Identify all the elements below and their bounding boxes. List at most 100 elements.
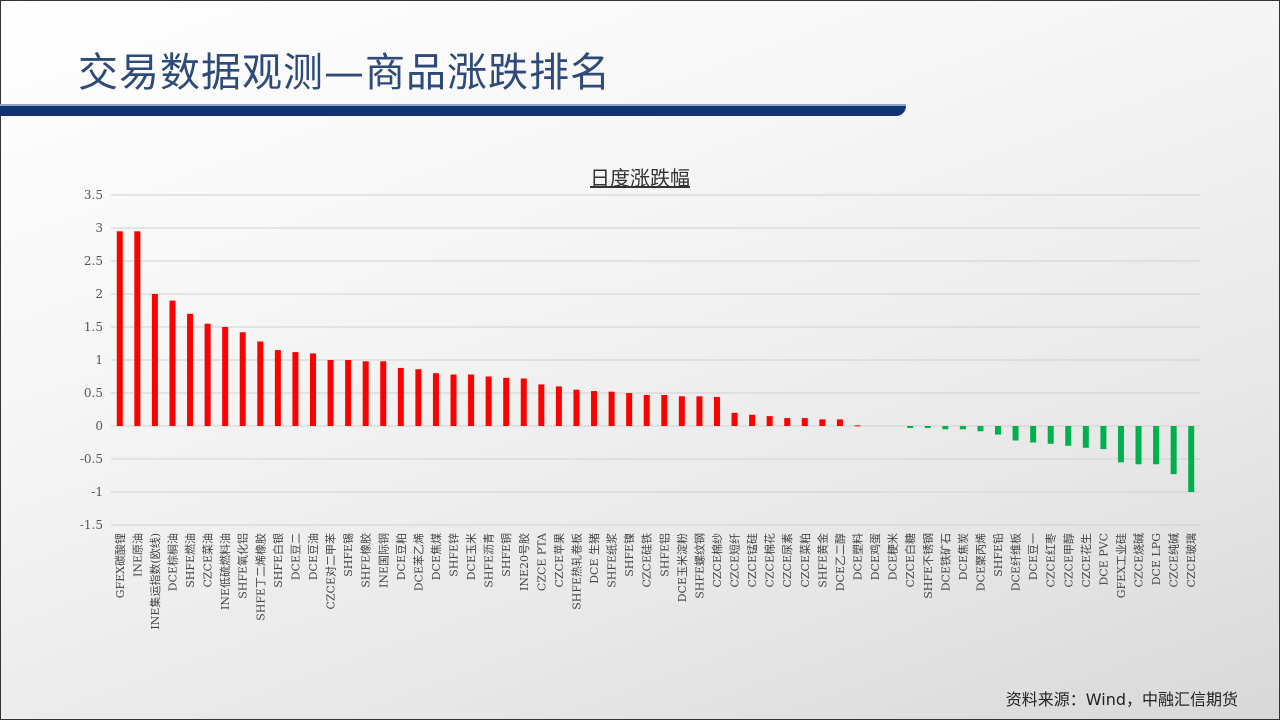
- bar: [749, 414, 756, 426]
- x-tick-label: SHFE螺纹钢: [692, 533, 706, 599]
- bar: [854, 425, 861, 427]
- header-divider: [0, 106, 906, 116]
- x-tick-label: CZCE纯碱: [1168, 533, 1181, 588]
- bar: [309, 353, 316, 426]
- x-tick-label: DCE豆粕: [394, 533, 408, 580]
- bar: [555, 386, 562, 426]
- y-tick-label: -1.5: [80, 518, 103, 532]
- bar: [415, 369, 422, 426]
- bar: [661, 394, 668, 426]
- x-tick-label: DCE乙二醇: [833, 533, 847, 591]
- x-tick-label: CZCE短纤: [728, 533, 742, 588]
- bar: [959, 426, 966, 430]
- x-tick-label: CZCE对二甲苯: [324, 533, 338, 610]
- x-tick-label: SHFE沥青: [483, 533, 496, 588]
- x-tick-label: CZCE棉花: [763, 533, 777, 588]
- x-tick-label: DCE塑料: [850, 533, 864, 580]
- page-title: 交易数据观测—商品涨跌排名: [78, 50, 611, 96]
- x-tick-label: GFEX碳酸锂: [113, 533, 127, 598]
- bar: [1082, 426, 1089, 448]
- x-tick-label: DCE LPG: [1150, 533, 1163, 585]
- bar: [924, 426, 931, 428]
- x-tick-label: CZCE红枣: [1045, 533, 1058, 588]
- y-tick-label: 3: [95, 221, 103, 235]
- x-tick-label: SHFE黄金: [815, 533, 829, 588]
- y-tick-label: 1.5: [84, 320, 103, 334]
- bar: [836, 419, 843, 426]
- x-tick-label: CZCE苹果: [552, 533, 566, 588]
- bar: [274, 350, 281, 426]
- x-tick-label: SHFE氧化铝: [236, 533, 250, 599]
- bar: [362, 361, 369, 426]
- x-tick-label: INE20号胶: [517, 533, 531, 591]
- x-tick-label: DCE玉米: [465, 533, 478, 580]
- x-tick-label: DCE 生猪: [587, 533, 601, 584]
- x-tick-label: DCE纤维板: [1009, 533, 1023, 591]
- bar: [573, 389, 580, 426]
- y-tick-label: 0: [95, 419, 103, 433]
- x-tick-label: SHFE丁二烯橡胶: [253, 533, 267, 621]
- x-tick-label: SHFE橡胶: [359, 533, 373, 588]
- x-tick-label: CZCE硅铁: [641, 533, 654, 588]
- bar: [977, 426, 984, 432]
- x-tick-label: CZCE白糖: [903, 533, 917, 588]
- x-tick-label: DCE焦煤: [430, 533, 443, 580]
- bar: [151, 294, 158, 426]
- x-tick-label: CZCE花生: [1079, 533, 1093, 588]
- bar: [380, 361, 387, 426]
- x-tick-label: SHFE锡: [341, 533, 355, 577]
- x-tick-label: CZCE玻璃: [1184, 533, 1198, 588]
- x-tick-label: INE国际铜: [376, 533, 390, 588]
- x-tick-label: CZCE尿素: [781, 533, 794, 588]
- x-tick-label: SHFE白银: [271, 533, 285, 588]
- x-tick-label: CZCE菜粕: [798, 533, 812, 588]
- x-tick-label: SHFE铅: [991, 533, 1005, 577]
- y-tick-label: 3.5: [84, 188, 103, 202]
- bar: [1100, 426, 1107, 450]
- x-tick-label: SHFE铝: [657, 533, 671, 577]
- x-tick-label: DCE豆二: [289, 533, 302, 580]
- bar: [713, 396, 720, 426]
- bar: [1153, 426, 1160, 465]
- y-tick-label: 2.5: [84, 254, 103, 268]
- bar: [187, 313, 194, 426]
- bar: [1135, 426, 1142, 465]
- x-tick-label: DCE聚丙烯: [974, 533, 987, 591]
- x-tick-label: DCE苯乙烯: [411, 533, 425, 591]
- bar: [520, 378, 527, 426]
- bar: [907, 426, 914, 428]
- bar: [731, 412, 738, 426]
- bar: [1188, 426, 1195, 492]
- bar: [1030, 426, 1037, 443]
- bar: [450, 374, 457, 426]
- bar: [1065, 426, 1072, 446]
- header-divider-highlight: [0, 104, 906, 106]
- x-tick-label: DCE豆一: [1027, 533, 1040, 580]
- x-tick-label: DCE鸡蛋: [868, 533, 882, 580]
- x-tick-label: DCE棕榈油: [165, 533, 179, 591]
- bar: [591, 391, 598, 426]
- bar: [1117, 426, 1124, 463]
- bar: [1170, 426, 1177, 475]
- bar: [397, 367, 404, 426]
- y-tick-label: 0.5: [84, 386, 103, 400]
- x-tick-label: SHFE燃油: [183, 533, 197, 588]
- x-tick-label: DCE玉米淀粉: [675, 533, 689, 602]
- bar: [134, 231, 141, 426]
- x-tick-label: CZCE PTA: [535, 532, 548, 591]
- bar: [678, 396, 685, 426]
- x-tick-label: DCE焦炭: [957, 533, 970, 580]
- bar: [696, 396, 703, 426]
- x-tick-label: SHFE不锈钢: [922, 533, 935, 599]
- bar: [801, 418, 808, 426]
- bar: [432, 373, 439, 426]
- bar: [503, 377, 510, 426]
- x-tick-label: DCE PVC: [1097, 533, 1110, 586]
- x-tick-label: INE集运指数(欧线): [148, 533, 162, 630]
- bar: [292, 352, 299, 426]
- x-tick-label: SHFE镍: [622, 533, 636, 577]
- bar: [257, 341, 264, 426]
- bar: [169, 300, 176, 426]
- bar: [468, 374, 475, 426]
